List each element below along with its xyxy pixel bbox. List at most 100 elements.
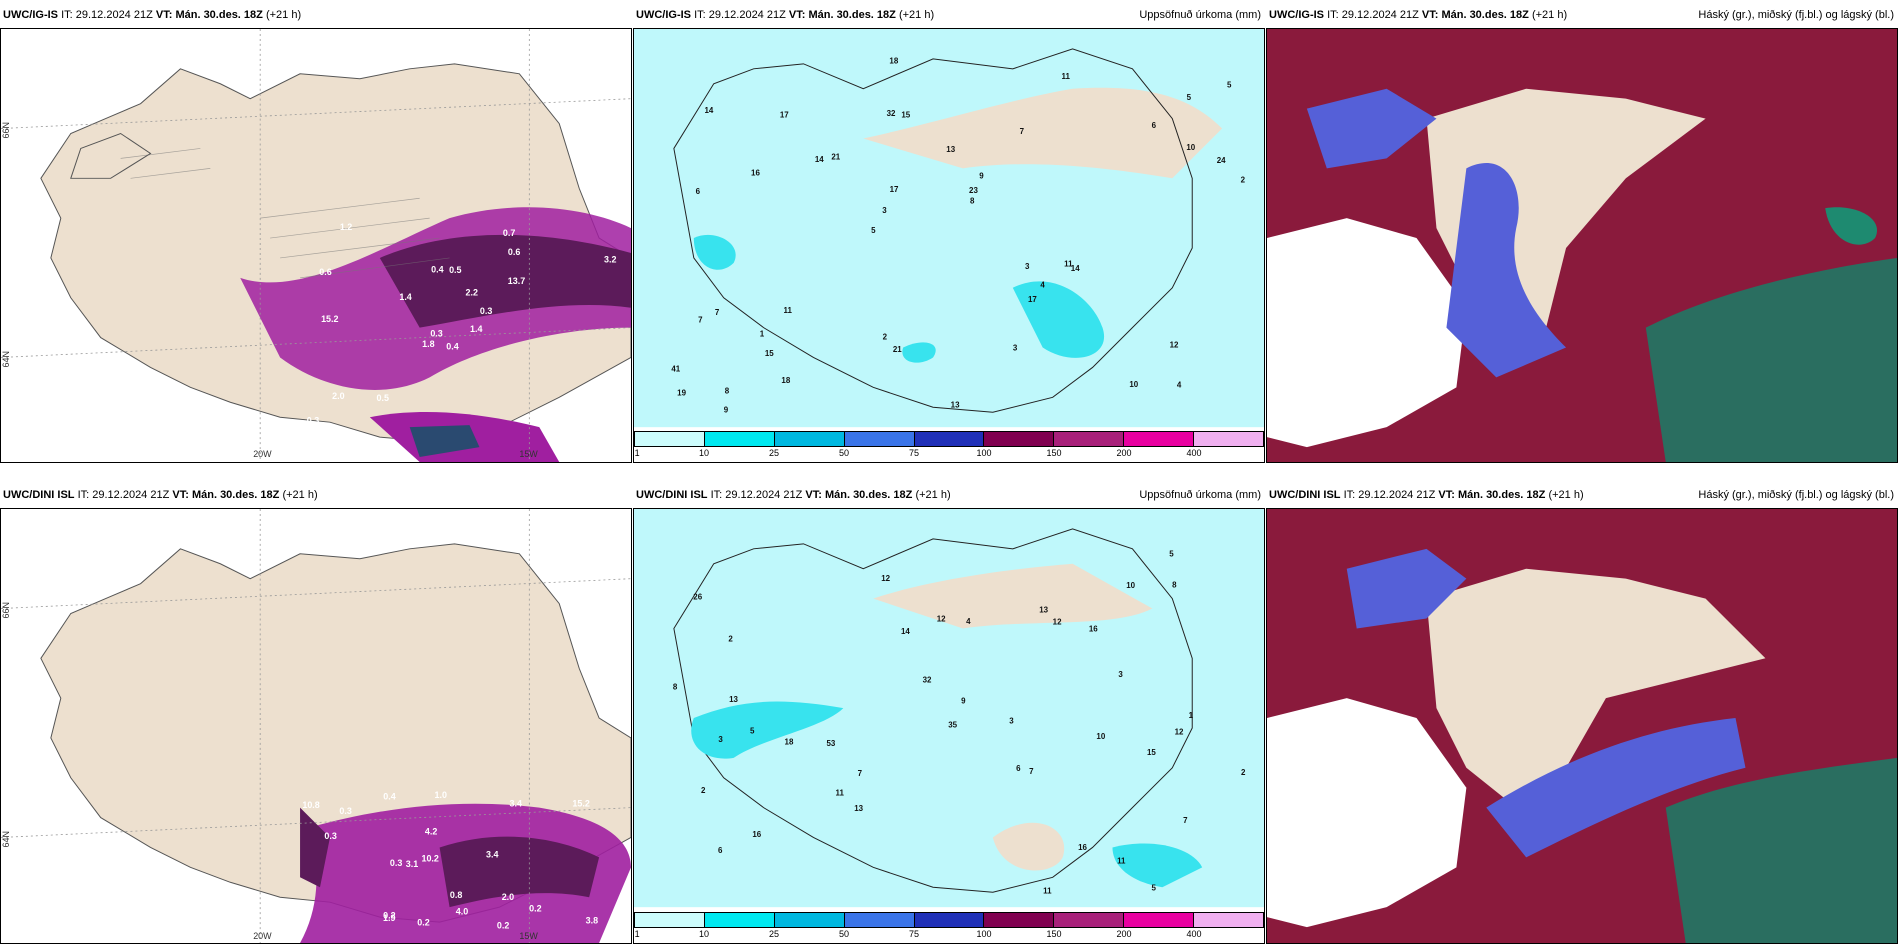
value-label: 5 (1169, 550, 1174, 559)
colorbar-cell (844, 913, 915, 927)
value-label: 13 (951, 401, 960, 410)
value-label: 4 (966, 617, 971, 626)
value-label: 1.9 (383, 913, 395, 923)
value-label: 13 (854, 804, 863, 813)
value-label: 3.1 (406, 859, 418, 869)
value-label: 12 (1053, 617, 1062, 626)
value-label: 13 (946, 145, 955, 154)
value-label: 16 (751, 168, 760, 177)
value-label: 35 (948, 720, 957, 729)
value-label: 2 (701, 786, 706, 795)
value-label: 12 (881, 574, 890, 583)
colorbar-tick: 75 (908, 448, 919, 458)
cloud-map (1267, 29, 1897, 462)
value-label: 21 (831, 152, 840, 161)
value-label: 1 (760, 329, 765, 338)
value-label: 8 (970, 196, 975, 205)
colorbar-cell (635, 432, 705, 446)
value-label: 10.8 (302, 800, 319, 810)
value-label: 6 (1016, 764, 1021, 773)
value-label: 17 (780, 111, 789, 120)
value-label: 1.2 (340, 222, 352, 232)
panel-header: UWC/IG-IS IT: 29.12.2024 21Z VT: Mán. 30… (1269, 9, 1894, 21)
colorbar-cell (704, 913, 775, 927)
panel-bottom-left: UWC/DINI ISL IT: 29.12.2024 21Z VT: Mán.… (0, 489, 632, 944)
panel-top-right: UWC/IG-IS IT: 29.12.2024 21Z VT: Mán. 30… (1266, 9, 1898, 463)
value-label: 0.5 (449, 265, 461, 275)
value-label: 0.6 (508, 247, 520, 257)
value-label: 2.0 (332, 391, 344, 401)
colorbar-cell (704, 432, 775, 446)
wind-precip-map: 66N 64N 20W 15W 0.2 0.2 0.2 0.2 0.4 0.3 0.3 3.8… (1, 509, 631, 943)
value-label: 1.4 (399, 292, 411, 302)
value-label: 14 (901, 627, 910, 636)
value-label: 11 (836, 789, 845, 798)
value-label: 6 (1152, 121, 1157, 130)
value-label: 5 (871, 226, 876, 235)
value-label: 3 (1009, 717, 1014, 726)
lon-label: 15W (519, 449, 538, 459)
value-label: 13.7 (508, 276, 525, 286)
value-label: 0.3 (480, 306, 492, 316)
value-label: 18 (889, 57, 898, 66)
colorbar-tick: 25 (768, 448, 779, 458)
value-label: 0.6 (319, 267, 331, 277)
value-label: 1.0 (435, 790, 447, 800)
panel-header: UWC/DINI ISL IT: 29.12.2024 21Z VT: Mán.… (3, 489, 318, 501)
value-label: 16 (752, 830, 761, 839)
colorbar-tick: 50 (838, 929, 850, 939)
panel-header: UWC/DINI ISL IT: 29.12.2024 21Z VT: Mán.… (636, 489, 1261, 501)
colorbar-tick: 150 (1046, 929, 1062, 939)
colorbar-tick: 1 (634, 929, 640, 939)
value-label: 7 (1183, 816, 1188, 825)
lon-label: 20W (253, 449, 272, 459)
colorbar-tick: 10 (698, 929, 709, 939)
lat-label: 64N (1, 351, 11, 367)
value-label: 9 (979, 171, 984, 180)
colorbar-tick: 400 (1186, 929, 1202, 939)
value-label: 10 (1186, 143, 1195, 152)
value-label: 9 (961, 696, 966, 705)
value-label: 15 (765, 349, 774, 358)
value-label: 10 (1096, 732, 1105, 741)
colorbar-tick: 50 (838, 448, 850, 458)
value-label: 5 (750, 726, 755, 735)
value-label: 7 (698, 316, 703, 325)
value-label: 11 (784, 306, 793, 315)
panel-header: UWC/IG-IS IT: 29.12.2024 21Z VT: Mán. 30… (636, 9, 1261, 21)
value-label: 0.4 (446, 341, 458, 351)
value-label: 3 (1025, 262, 1030, 271)
value-label: 26 (693, 593, 702, 602)
colorbar-cell (774, 913, 845, 927)
lat-label: 64N (1, 831, 11, 847)
value-label: 2 (728, 635, 733, 644)
panel-title: Uppsöfnuð úrkoma (mm) (1139, 9, 1261, 21)
value-label: 15.2 (321, 314, 338, 324)
value-label: 1 (1189, 711, 1194, 720)
colorbar-cell (844, 432, 915, 446)
value-label: 0.4 (383, 792, 395, 802)
colorbar-tick: 150 (1046, 448, 1062, 458)
value-label: 2.2 (466, 287, 478, 297)
value-label: 53 (826, 739, 835, 748)
value-label: 32 (923, 676, 932, 685)
colorbar-cell (1054, 432, 1125, 446)
value-label: 0.2 (417, 917, 429, 927)
colorbar-cell (984, 913, 1055, 927)
value-label: 12 (1175, 727, 1184, 736)
value-label: 7 (715, 308, 720, 317)
colorbar-cell (1194, 913, 1264, 927)
colorbar-cell (1124, 432, 1195, 446)
value-label: 16 (1078, 843, 1087, 852)
value-label: 8 (1172, 581, 1177, 590)
value-label: 4.0 (456, 907, 468, 917)
value-label: 3.4 (509, 799, 521, 809)
value-label: 3 (1013, 344, 1018, 353)
colorbar-cell (635, 913, 705, 927)
value-label: 8 (673, 683, 678, 692)
value-label: 0.7 (503, 228, 515, 238)
value-label: 0.4 (338, 441, 350, 451)
value-label: 24 (1217, 156, 1226, 165)
value-label: 23 (969, 186, 978, 195)
value-label: 0.3 (390, 858, 402, 868)
